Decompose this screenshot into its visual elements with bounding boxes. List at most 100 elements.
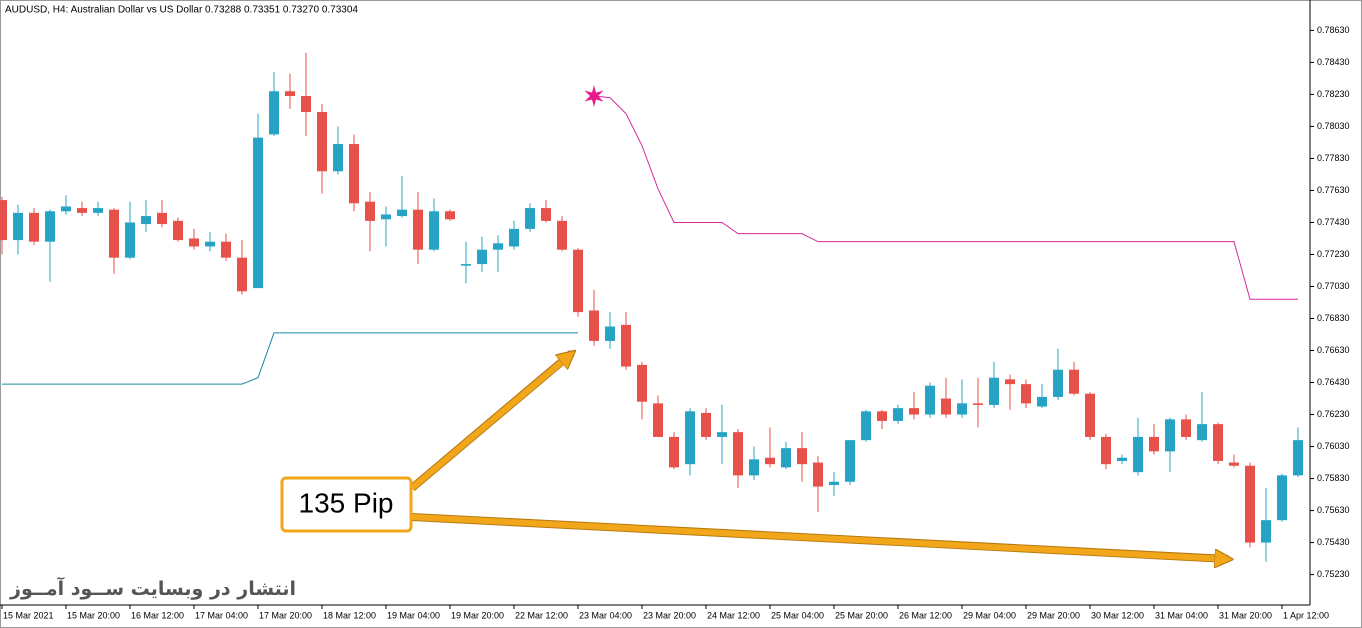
candle-body (797, 448, 807, 465)
candle-body (669, 436, 679, 468)
candle-body (1053, 369, 1063, 397)
candle-body (1021, 384, 1031, 404)
arrow (410, 355, 570, 491)
candle-body (749, 459, 759, 476)
x-tick-label: 15 Mar 20:00 (67, 610, 120, 620)
x-tick-label: 15 Mar 2021 (3, 610, 54, 620)
candle-body (269, 91, 279, 135)
signal-star (584, 85, 604, 107)
candle-body (477, 249, 487, 265)
y-tick-label: 0.77430 (1317, 217, 1350, 227)
y-tick-label: 0.77230 (1317, 249, 1350, 259)
annotation: 135 Pip (299, 487, 394, 518)
y-tick-label: 0.75830 (1317, 473, 1350, 483)
x-tick-label: 1 Apr 12:00 (1283, 610, 1329, 620)
indicator-line (2, 332, 578, 385)
y-tick-label: 0.78430 (1317, 57, 1350, 67)
candle-body (445, 211, 455, 220)
x-tick-label: 19 Mar 04:00 (387, 610, 440, 620)
candle-body (1277, 475, 1287, 521)
y-tick-label: 0.77830 (1317, 153, 1350, 163)
y-tick-label: 0.75630 (1317, 505, 1350, 515)
indicator-line (593, 95, 1298, 300)
candle-body (1069, 369, 1079, 394)
candle-body (1133, 436, 1143, 473)
candle-body (29, 212, 39, 242)
candle-body (461, 264, 471, 266)
y-tick-label: 0.76030 (1317, 441, 1350, 451)
candle-body (589, 310, 599, 341)
candle-body (1117, 457, 1127, 461)
x-tick-label: 31 Mar 04:00 (1155, 610, 1208, 620)
x-tick-label: 25 Mar 04:00 (771, 610, 824, 620)
x-tick-label: 23 Mar 04:00 (579, 610, 632, 620)
x-tick-label: 17 Mar 20:00 (259, 610, 312, 620)
x-tick-label: 16 Mar 12:00 (131, 610, 184, 620)
candle-body (1085, 393, 1095, 437)
candle-body (861, 411, 871, 441)
candle-body (925, 385, 935, 415)
candle-body (381, 214, 391, 220)
candle-body (493, 243, 503, 250)
chart-title: AUDUSD, H4: Australian Dollar vs US Doll… (5, 5, 358, 16)
candle-body (1149, 436, 1159, 452)
candle-body (77, 208, 87, 213)
candle-body (685, 411, 695, 465)
candle-body (637, 364, 647, 402)
annotation-box (280, 476, 413, 533)
candle-body (717, 432, 727, 437)
y-tick-label: 0.78630 (1317, 25, 1350, 35)
candle-body (557, 220, 567, 250)
candle-body (525, 208, 535, 229)
candle-body (189, 238, 199, 247)
candle-body (221, 241, 231, 258)
candle-body (1165, 419, 1175, 452)
candle-body (781, 448, 791, 468)
y-tick-label: 0.76230 (1317, 409, 1350, 419)
candle-body (45, 211, 55, 242)
x-tick-label: 29 Mar 04:00 (963, 610, 1016, 620)
candle-body (1181, 419, 1191, 437)
candle-body (1005, 379, 1015, 385)
y-tick-label: 0.76630 (1317, 345, 1350, 355)
candle-body (829, 481, 839, 485)
x-tick-label: 31 Mar 20:00 (1219, 610, 1272, 620)
x-tick-label: 29 Mar 20:00 (1027, 610, 1080, 620)
candle-body (765, 457, 775, 465)
candle-body (989, 377, 999, 405)
candle-body (1037, 396, 1047, 407)
x-tick-label: 19 Mar 20:00 (451, 610, 504, 620)
candle-body (1245, 465, 1255, 543)
candle-body (877, 411, 887, 421)
watermark: انتشار در وبسایت ســود آمــوز (10, 578, 297, 600)
candle-body (733, 432, 743, 476)
candle-body (653, 403, 663, 437)
candle-body (125, 222, 135, 258)
x-tick-label: 30 Mar 12:00 (1091, 610, 1144, 620)
y-tick-label: 0.76430 (1317, 377, 1350, 387)
candle-body (413, 209, 423, 250)
candle-body (1293, 440, 1303, 476)
y-tick-label: 0.77030 (1317, 281, 1350, 291)
candle-body (141, 216, 151, 225)
y-tick-label: 0.78030 (1317, 121, 1350, 131)
candle-body (1261, 520, 1271, 543)
x-tick-label: 18 Mar 12:00 (323, 610, 376, 620)
candle-body (621, 324, 631, 367)
candle-body (909, 408, 919, 415)
candle-body (941, 398, 951, 415)
candle-body (301, 96, 311, 113)
candle-body (333, 144, 343, 172)
candle-body (13, 212, 23, 241)
y-tick-label: 0.76830 (1317, 313, 1350, 323)
candle-body (509, 228, 519, 247)
y-tick-label: 0.77630 (1317, 185, 1350, 195)
candle-body (893, 408, 903, 421)
candle-body (845, 440, 855, 482)
candle-body (317, 112, 327, 172)
y-tick-label: 0.75430 (1317, 537, 1350, 547)
candle-body (109, 209, 119, 258)
candle-body (573, 249, 583, 313)
candle-body (93, 208, 103, 213)
